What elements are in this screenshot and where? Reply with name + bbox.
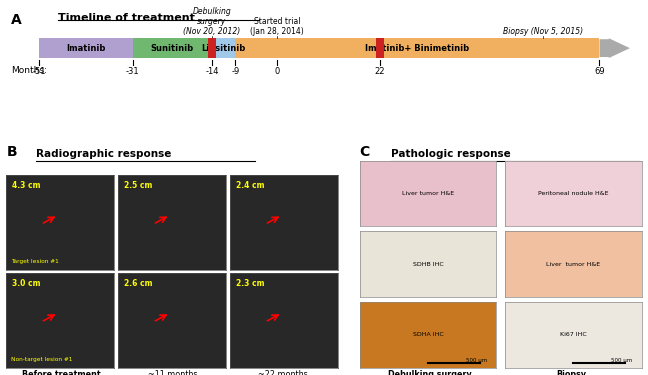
Text: Pathologic response: Pathologic response <box>391 148 511 159</box>
Text: Sunitinib: Sunitinib <box>151 44 194 52</box>
Text: 2.4 cm: 2.4 cm <box>236 181 264 190</box>
Text: Radiographic response: Radiographic response <box>36 148 172 159</box>
Text: 2.3 cm: 2.3 cm <box>236 279 264 288</box>
Text: Biopsy
(Nov 5, 2015): Biopsy (Nov 5, 2015) <box>540 370 601 375</box>
Bar <box>212 38 235 58</box>
Text: B: B <box>6 144 17 159</box>
Text: 69: 69 <box>594 67 605 76</box>
Text: ~22 months
(RECIST:−15%): ~22 months (RECIST:−15%) <box>253 370 313 375</box>
FancyArrow shape <box>599 38 630 58</box>
Bar <box>133 38 212 58</box>
Text: Target lesion #1: Target lesion #1 <box>11 259 58 264</box>
Text: -51: -51 <box>32 67 46 76</box>
Text: Non-target lesion #1: Non-target lesion #1 <box>11 357 72 362</box>
Bar <box>208 38 216 58</box>
Text: -31: -31 <box>126 67 139 76</box>
Text: A: A <box>11 13 22 27</box>
Bar <box>39 38 133 58</box>
Text: 3.0 cm: 3.0 cm <box>12 279 40 288</box>
Text: SDHB IHC: SDHB IHC <box>413 261 443 267</box>
Text: ~11 months
RECIST −20%: ~11 months RECIST −20% <box>145 370 200 375</box>
Text: Biopsy (Nov 5, 2015): Biopsy (Nov 5, 2015) <box>503 27 584 36</box>
Text: 500 μm: 500 μm <box>466 358 487 363</box>
Text: SDHA IHC: SDHA IHC <box>413 332 443 337</box>
Text: Linsitinib: Linsitinib <box>202 44 246 52</box>
Text: Before treatment: Before treatment <box>23 370 101 375</box>
Text: Months:: Months: <box>11 66 47 75</box>
Text: 2.6 cm: 2.6 cm <box>124 279 152 288</box>
Text: Imatinib: Imatinib <box>66 44 106 52</box>
Text: 2.5 cm: 2.5 cm <box>124 181 152 190</box>
Text: Debulking
surgery
(Nov 20, 2012): Debulking surgery (Nov 20, 2012) <box>183 7 240 36</box>
Text: Liver  tumor H&E: Liver tumor H&E <box>546 261 600 267</box>
Text: 22: 22 <box>375 67 386 76</box>
Text: Timeline of treatment: Timeline of treatment <box>58 13 194 23</box>
Text: 0: 0 <box>275 67 280 76</box>
Bar <box>235 38 599 58</box>
Text: 4.3 cm: 4.3 cm <box>12 181 40 190</box>
Text: -14: -14 <box>205 67 218 76</box>
Text: Imatinib+ Binimetinib: Imatinib+ Binimetinib <box>365 44 469 52</box>
Text: C: C <box>360 144 370 159</box>
Bar <box>376 38 384 58</box>
Text: Started trial
(Jan 28, 2014): Started trial (Jan 28, 2014) <box>250 17 304 36</box>
Text: -9: -9 <box>231 67 239 76</box>
Text: Ki67 IHC: Ki67 IHC <box>560 332 586 337</box>
Text: Peritoneal nodule H&E: Peritoneal nodule H&E <box>538 191 608 196</box>
Text: 500 μm: 500 μm <box>610 358 632 363</box>
Text: Debulking surgery
(Nov 20, 2012): Debulking surgery (Nov 20, 2012) <box>388 370 472 375</box>
Text: Liver tumor H&E: Liver tumor H&E <box>402 191 454 196</box>
